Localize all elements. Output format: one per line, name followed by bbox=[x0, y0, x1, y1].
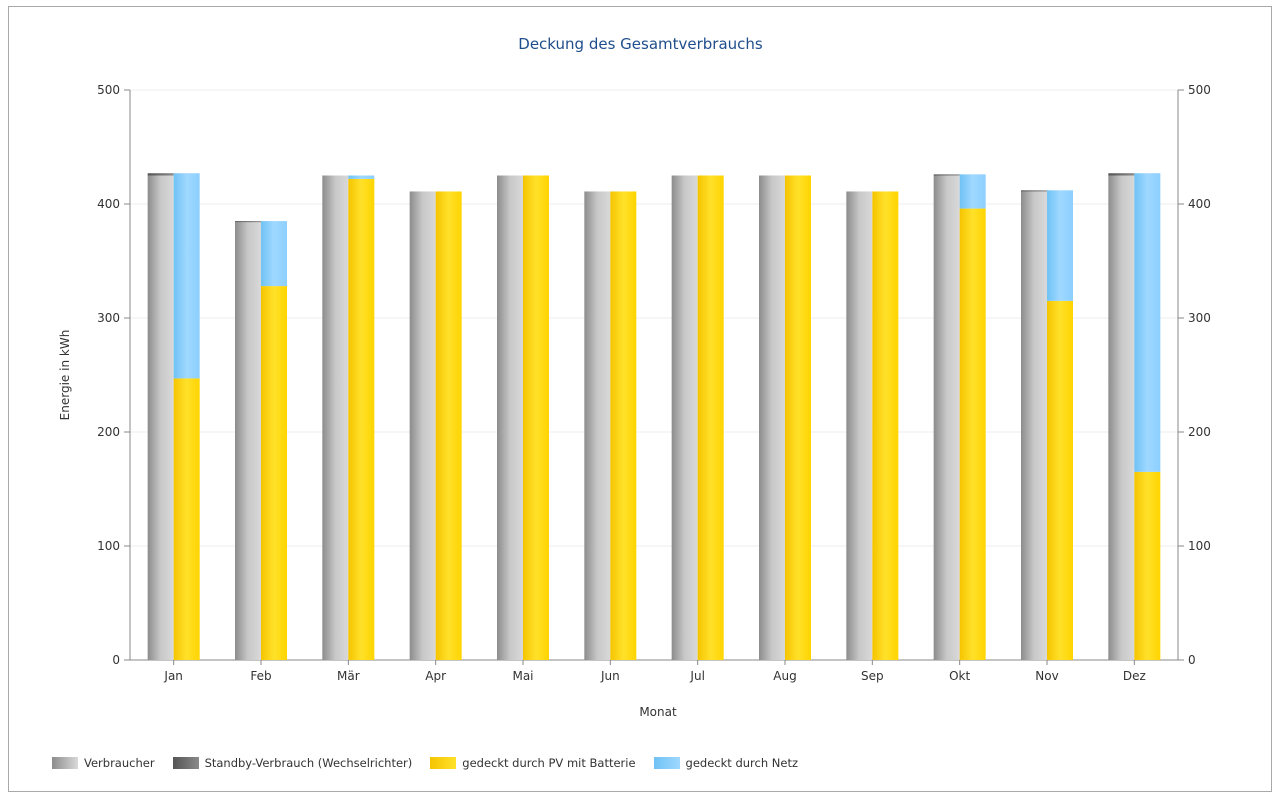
y-tick-label: 100 bbox=[97, 539, 120, 553]
y2-tick-label: 200 bbox=[1188, 425, 1211, 439]
bar-deckung-1[interactable] bbox=[261, 221, 287, 287]
x-tick-label: Okt bbox=[949, 669, 970, 683]
legend: Verbraucher Standby-Verbrauch (Wechselri… bbox=[52, 756, 816, 770]
legend-swatch bbox=[172, 757, 199, 769]
bar-verbrauch-1[interactable] bbox=[235, 221, 261, 223]
bar-deckung-1[interactable] bbox=[959, 174, 986, 209]
grid-lines bbox=[130, 89, 1178, 661]
y2-tick-label: 400 bbox=[1188, 197, 1211, 211]
x-tick-label: Sep bbox=[861, 669, 884, 683]
bars bbox=[147, 173, 1161, 661]
bar-verbrauch-0[interactable] bbox=[759, 175, 785, 661]
bar-verbrauch-0[interactable] bbox=[409, 191, 436, 660]
bar-verbrauch-0[interactable] bbox=[671, 175, 698, 661]
legend-swatch bbox=[52, 757, 78, 769]
bar-deckung-0[interactable] bbox=[173, 378, 200, 660]
chart-title: Deckung des Gesamtverbrauchs bbox=[518, 35, 763, 53]
y-tick-label: 0 bbox=[112, 653, 120, 667]
bar-deckung-0[interactable] bbox=[1134, 471, 1161, 660]
bar-deckung-1[interactable] bbox=[1047, 190, 1073, 301]
legend-label: Standby-Verbrauch (Wechselrichter) bbox=[204, 756, 413, 770]
x-tick-label: Dez bbox=[1123, 669, 1146, 683]
y-tick-label: 300 bbox=[97, 311, 120, 325]
y-tick-label: 400 bbox=[97, 197, 120, 211]
bar-verbrauch-1[interactable] bbox=[1108, 173, 1135, 176]
bar-deckung-0[interactable] bbox=[785, 175, 811, 661]
bar-deckung-0[interactable] bbox=[348, 178, 375, 661]
bar-verbrauch-0[interactable] bbox=[846, 191, 873, 660]
x-tick-label: Apr bbox=[425, 669, 446, 683]
bar-verbrauch-1[interactable] bbox=[933, 174, 960, 176]
bar-verbrauch-0[interactable] bbox=[1021, 191, 1047, 660]
x-axis-label: Monat bbox=[639, 705, 677, 719]
bar-deckung-1[interactable] bbox=[173, 173, 200, 379]
y2-tick-label: 100 bbox=[1188, 539, 1211, 553]
bar-verbrauch-0[interactable] bbox=[235, 222, 261, 661]
x-tick-label: Nov bbox=[1035, 669, 1058, 683]
bar-verbrauch-0[interactable] bbox=[933, 175, 960, 661]
bar-deckung-0[interactable] bbox=[959, 208, 986, 660]
legend-item-verbraucher[interactable]: Verbraucher bbox=[52, 756, 155, 770]
bar-deckung-0[interactable] bbox=[261, 286, 287, 660]
legend-label: gedeckt durch PV mit Batterie bbox=[462, 756, 636, 770]
y-tick-label: 500 bbox=[97, 83, 120, 97]
axis-tick-labels: 0 0 100 100 200 200 300 300 400 400 500 500 Jan Feb Mä… bbox=[97, 83, 1211, 683]
bar-deckung-0[interactable] bbox=[872, 191, 899, 660]
bar-verbrauch-1[interactable] bbox=[147, 173, 174, 176]
legend-item-standby[interactable]: Standby-Verbrauch (Wechselrichter) bbox=[172, 756, 413, 770]
bar-verbrauch-0[interactable] bbox=[322, 175, 349, 661]
bar-verbrauch-0[interactable] bbox=[584, 191, 611, 660]
x-tick-label: Feb bbox=[250, 669, 271, 683]
y2-tick-label: 0 bbox=[1188, 653, 1196, 667]
y-tick-label: 200 bbox=[97, 425, 120, 439]
legend-label: Verbraucher bbox=[84, 756, 155, 770]
bar-deckung-0[interactable] bbox=[435, 191, 462, 660]
x-tick-label: Aug bbox=[773, 669, 796, 683]
axes bbox=[124, 89, 1184, 665]
bar-deckung-0[interactable] bbox=[523, 175, 549, 661]
legend-item-netz[interactable]: gedeckt durch Netz bbox=[653, 756, 798, 770]
bar-verbrauch-0[interactable] bbox=[497, 175, 523, 661]
legend-label: gedeckt durch Netz bbox=[685, 756, 798, 770]
bar-deckung-0[interactable] bbox=[610, 191, 637, 660]
legend-swatch bbox=[653, 757, 680, 769]
bar-deckung-1[interactable] bbox=[1134, 173, 1161, 472]
legend-swatch bbox=[430, 757, 457, 769]
x-tick-label: Mär bbox=[337, 669, 360, 683]
legend-item-pv-batterie[interactable]: gedeckt durch PV mit Batterie bbox=[430, 756, 636, 770]
x-tick-label: Mai bbox=[512, 669, 533, 683]
y-axis-label: Energie in kWh bbox=[58, 330, 72, 421]
bar-deckung-0[interactable] bbox=[697, 175, 724, 661]
bar-deckung-1[interactable] bbox=[348, 175, 375, 179]
y2-tick-label: 500 bbox=[1188, 83, 1211, 97]
y2-tick-label: 300 bbox=[1188, 311, 1211, 325]
bar-verbrauch-0[interactable] bbox=[1108, 175, 1135, 661]
x-tick-label: Jun bbox=[600, 669, 620, 683]
bar-deckung-0[interactable] bbox=[1047, 300, 1073, 660]
x-tick-label: Jul bbox=[689, 669, 704, 683]
x-tick-label: Jan bbox=[163, 669, 183, 683]
bar-verbrauch-0[interactable] bbox=[147, 175, 174, 661]
bar-verbrauch-1[interactable] bbox=[1021, 190, 1047, 192]
